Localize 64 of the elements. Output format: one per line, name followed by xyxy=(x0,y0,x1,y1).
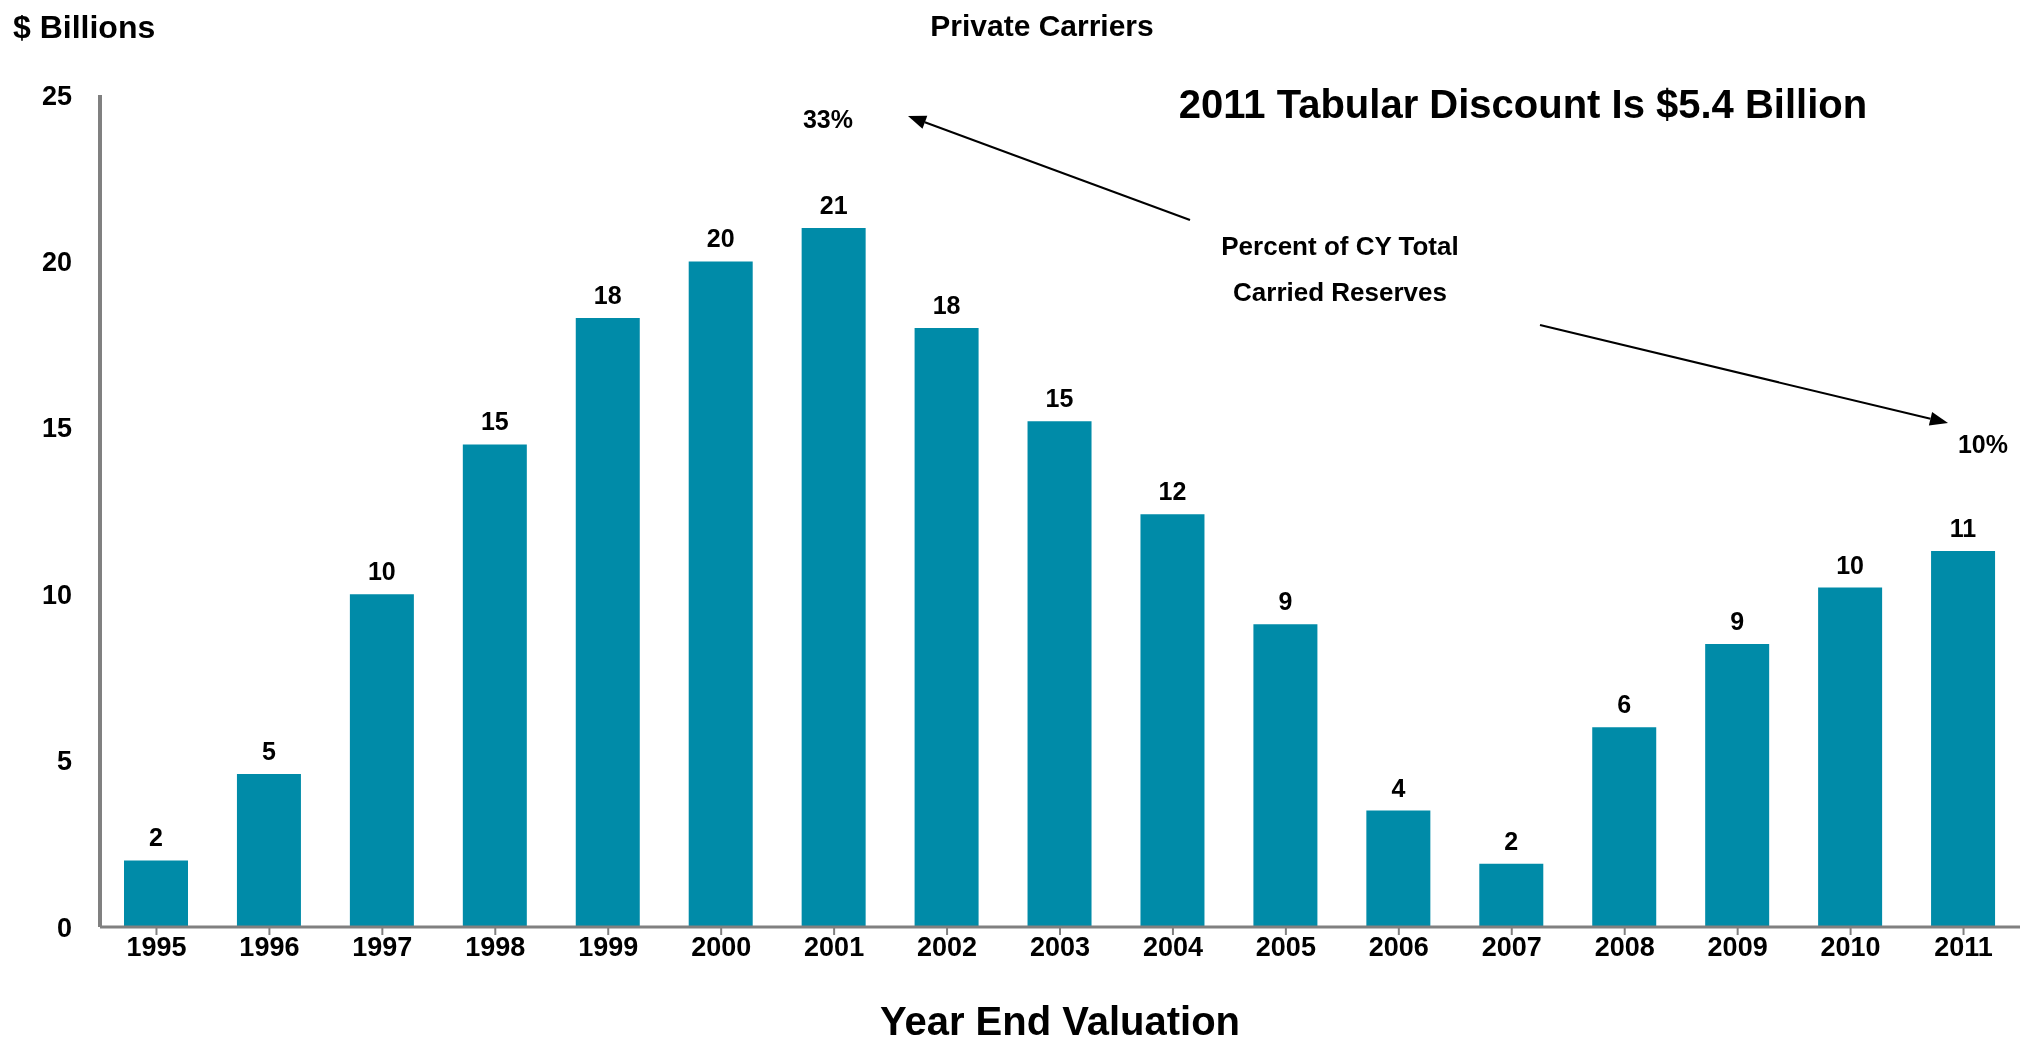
annotation: 33% xyxy=(802,105,854,133)
x-axis-title: Year End Valuation xyxy=(879,999,1241,1043)
bar xyxy=(462,444,527,927)
chart-subtitle: 2011 Tabular Discount Is $5.4 Billion xyxy=(1178,82,1868,126)
data-label: 10 xyxy=(367,557,396,586)
y-tick-label: 20 xyxy=(41,246,72,277)
bar xyxy=(914,327,979,927)
bar xyxy=(1592,727,1657,927)
x-tick-label: 1999 xyxy=(578,932,639,963)
data-label: 10 xyxy=(1836,550,1865,579)
data-label: 18 xyxy=(932,290,961,319)
bar xyxy=(1140,514,1205,927)
y-tick-label: 5 xyxy=(56,746,72,777)
annotation: Percent of CY Total Carried Reserves xyxy=(1221,231,1459,307)
bar xyxy=(1818,587,1883,927)
data-label: 4 xyxy=(1391,773,1406,802)
x-tick-label: 2000 xyxy=(691,932,752,963)
data-label: 2 xyxy=(1504,826,1519,855)
y-tick-label: 10 xyxy=(41,579,72,610)
y-tick-label: 0 xyxy=(56,912,72,943)
data-label: 5 xyxy=(261,736,276,765)
bar xyxy=(688,261,753,927)
x-tick-label: 1998 xyxy=(465,932,526,963)
x-tick-label: 2010 xyxy=(1820,932,1881,963)
data-label: 11 xyxy=(1949,513,1977,542)
bar xyxy=(575,317,640,927)
x-tick-label: 2009 xyxy=(1707,932,1768,963)
y-tick-label: 25 xyxy=(41,80,72,111)
x-tick-label: 2004 xyxy=(1142,932,1203,963)
bar xyxy=(1931,550,1996,927)
data-label: 20 xyxy=(706,224,735,253)
data-label: 6 xyxy=(1617,690,1632,719)
x-tick-label: 2008 xyxy=(1594,932,1655,963)
x-tick-label: 1997 xyxy=(352,932,413,963)
bar xyxy=(349,594,414,927)
x-tick-label: 2001 xyxy=(804,932,865,963)
x-tick-label: 2007 xyxy=(1481,932,1542,963)
bar xyxy=(1479,863,1544,927)
x-tick-label: 2003 xyxy=(1029,932,1091,963)
bar xyxy=(801,228,866,927)
bar xyxy=(124,860,188,927)
data-label: 18 xyxy=(593,280,622,309)
y-axis-title: $ Billions xyxy=(13,9,156,45)
x-tick-label: 1995 xyxy=(126,932,187,963)
data-label: 15 xyxy=(1045,384,1074,413)
bar xyxy=(1253,624,1318,927)
x-tick-label: 2011 xyxy=(1934,932,1993,963)
y-tick-label: 15 xyxy=(41,413,72,444)
data-label: 21 xyxy=(819,191,848,220)
data-label: 12 xyxy=(1158,477,1187,506)
x-tick-label: 1996 xyxy=(239,932,300,963)
bar xyxy=(1705,644,1770,927)
data-label: 2 xyxy=(149,823,163,852)
bar xyxy=(236,773,301,927)
data-label: 15 xyxy=(480,407,509,436)
x-tick-label: 2002 xyxy=(917,932,978,963)
annotation: 10% xyxy=(1957,430,2009,458)
bar xyxy=(1366,810,1431,927)
data-label: 9 xyxy=(1278,587,1293,616)
data-label: 9 xyxy=(1730,607,1745,636)
bar xyxy=(1027,421,1092,927)
x-tick-label: 2005 xyxy=(1255,932,1316,963)
x-tick-label: 2006 xyxy=(1368,932,1429,963)
chart-title: Private Carriers xyxy=(930,9,1154,42)
